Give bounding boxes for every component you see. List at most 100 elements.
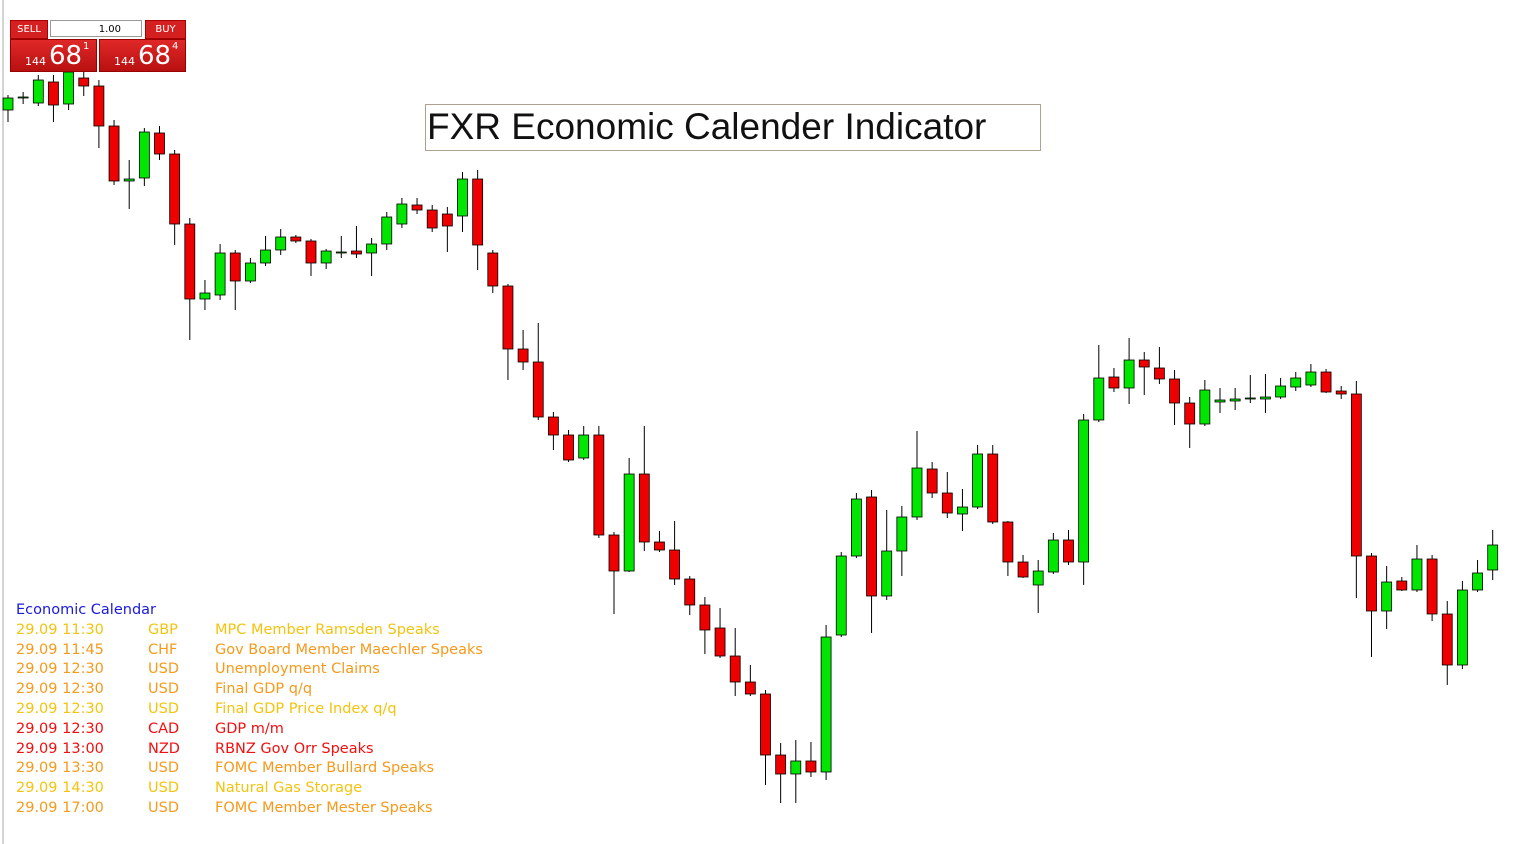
calendar-currency: USD bbox=[148, 799, 179, 816]
candle-body bbox=[1396, 580, 1408, 591]
candle-body bbox=[532, 361, 544, 418]
candle-body bbox=[32, 79, 44, 104]
candle-body bbox=[335, 251, 347, 254]
candle-body bbox=[972, 453, 983, 508]
candle-body bbox=[2, 97, 14, 111]
candle-body bbox=[396, 203, 408, 225]
candle-body bbox=[1350, 393, 1362, 557]
candle-body bbox=[744, 681, 756, 695]
calendar-currency: USD bbox=[148, 700, 179, 717]
candle-body bbox=[608, 534, 620, 572]
calendar-time: 29.09 14:30 bbox=[16, 780, 104, 797]
volume-input[interactable]: 1.00 bbox=[50, 20, 142, 37]
candle-body bbox=[1426, 558, 1438, 615]
calendar-title: Economic Calendar bbox=[16, 602, 157, 618]
candle-body bbox=[684, 578, 696, 606]
trade-panel: SELL 1.00 BUY 144 68 1 144 68 4 bbox=[10, 18, 186, 72]
candle-body bbox=[1411, 558, 1423, 591]
candle-body bbox=[1063, 539, 1074, 563]
candle-body bbox=[1457, 589, 1468, 666]
calendar-currency: GBP bbox=[148, 621, 178, 638]
calendar-time: 29.09 12:30 bbox=[16, 681, 104, 698]
candle-body bbox=[108, 125, 120, 182]
candle-body bbox=[987, 453, 999, 523]
calendar-event: Final GDP q/q bbox=[215, 681, 313, 698]
sell-button[interactable]: SELL bbox=[10, 20, 48, 39]
calendar-row: 29.09 12:30 USD Final GDP q/q bbox=[16, 680, 312, 700]
candle-body bbox=[1154, 367, 1165, 380]
calendar-event: GDP m/m bbox=[215, 720, 284, 737]
calendar-row: 29.09 13:00 NZD RBNZ Gov Orr Speaks bbox=[16, 740, 374, 760]
calendar-event: MPC Member Ramsden Speaks bbox=[215, 621, 440, 638]
candle-body bbox=[638, 473, 650, 543]
calendar-row: 29.09 11:30 GBP MPC Member Ramsden Speaks bbox=[16, 621, 440, 641]
calendar-currency: CHF bbox=[148, 641, 178, 658]
candle-body bbox=[1078, 419, 1090, 563]
candle-body bbox=[1108, 376, 1120, 389]
calendar-time: 29.09 13:30 bbox=[16, 760, 104, 777]
candle-body bbox=[1214, 399, 1226, 403]
ask-quote[interactable]: 144 68 4 bbox=[99, 39, 186, 72]
candle-body bbox=[790, 760, 802, 775]
candle-body bbox=[426, 209, 438, 229]
bid-big: 144 bbox=[25, 55, 46, 68]
calendar-event: Final GDP Price Index q/q bbox=[215, 700, 397, 717]
calendar-time: 29.09 17:00 bbox=[16, 799, 104, 816]
candle-body bbox=[366, 243, 378, 254]
candle-body bbox=[760, 693, 771, 756]
candle-body bbox=[1184, 402, 1196, 425]
candle-body bbox=[123, 178, 135, 182]
candle-body bbox=[1320, 371, 1332, 393]
candle-body bbox=[896, 516, 908, 552]
candle-body bbox=[244, 262, 256, 282]
candle-body bbox=[1487, 544, 1499, 571]
candle-body bbox=[1244, 397, 1256, 400]
candle-body bbox=[699, 604, 711, 631]
chart-label: FXR Economic Calender Indicator bbox=[425, 104, 1041, 151]
calendar-row: 29.09 11:45 CHF Gov Board Member Maechler … bbox=[16, 641, 483, 661]
calendar-currency: USD bbox=[148, 681, 179, 698]
calendar-row: 29.09 14:30 USD Natural Gas Storage bbox=[16, 779, 362, 799]
economic-calendar: Economic Calendar 29.09 11:30 GBP MPC Memb… bbox=[16, 601, 483, 819]
candle-body bbox=[669, 549, 680, 580]
candle-body bbox=[714, 627, 726, 657]
bid-small: 1 bbox=[83, 41, 90, 52]
calendar-row: 29.09 12:30 USD Final GDP Price Index q/q bbox=[16, 700, 397, 720]
candle-body bbox=[457, 178, 468, 217]
calendar-currency: USD bbox=[148, 760, 179, 777]
calendar-event: RBNZ Gov Orr Speaks bbox=[215, 740, 374, 757]
candle-body bbox=[805, 760, 817, 773]
candle-body bbox=[548, 416, 559, 436]
candle-body bbox=[487, 252, 499, 287]
calendar-currency: USD bbox=[148, 780, 179, 797]
calendar-time: 29.09 11:30 bbox=[16, 621, 104, 638]
candle-body bbox=[1169, 378, 1180, 404]
candle-body bbox=[48, 81, 59, 106]
candle-body bbox=[184, 223, 196, 300]
buy-button[interactable]: BUY bbox=[145, 20, 186, 39]
candle-body bbox=[154, 132, 165, 155]
candle-body bbox=[1032, 570, 1044, 586]
candle-body bbox=[1441, 613, 1453, 666]
candle-body bbox=[78, 77, 90, 87]
candle-body bbox=[275, 236, 287, 251]
candle-body bbox=[851, 498, 862, 557]
calendar-currency: USD bbox=[148, 661, 179, 678]
calendar-event: Unemployment Claims bbox=[215, 661, 380, 678]
candle-body bbox=[381, 216, 393, 245]
candle-body bbox=[214, 252, 226, 296]
candle-body bbox=[93, 85, 105, 127]
candle-body bbox=[1093, 377, 1105, 421]
calendar-event: FOMC Member Mester Speaks bbox=[215, 799, 433, 816]
candle-body bbox=[1138, 359, 1150, 368]
candle-body bbox=[517, 348, 529, 363]
candle-body bbox=[866, 496, 877, 597]
candle-body bbox=[775, 754, 787, 775]
candle-body bbox=[957, 506, 968, 515]
candle-body bbox=[835, 555, 847, 636]
candle-body bbox=[1366, 555, 1377, 612]
bid-quote[interactable]: 144 68 1 bbox=[10, 39, 97, 72]
candle-body bbox=[169, 153, 181, 225]
ask-main: 68 bbox=[138, 41, 172, 71]
